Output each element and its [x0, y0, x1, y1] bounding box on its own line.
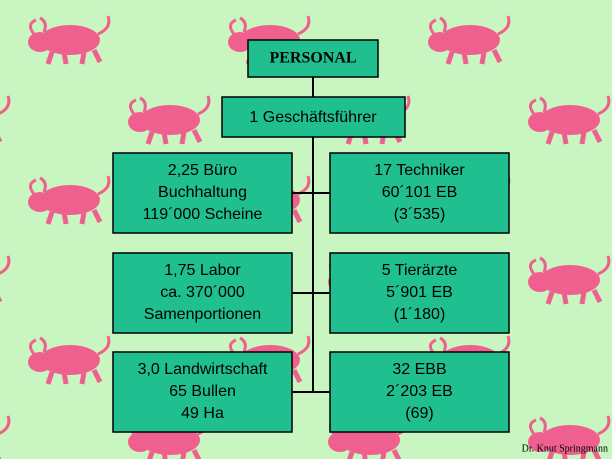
unit-line: (1´180): [394, 306, 446, 323]
unit-line: 3,0 Landwirtschaft: [138, 361, 268, 378]
unit-line: 5 Tierärzte: [382, 262, 458, 279]
unit-line: Buchhaltung: [158, 184, 247, 201]
title: PERSONAL: [269, 50, 356, 67]
connectors: [292, 77, 330, 393]
unit-line: 1,75 Labor: [164, 262, 241, 279]
unit-line: 49 Ha: [181, 405, 224, 422]
unit-line: Samenportionen: [144, 306, 261, 323]
unit-line: 119´000 Scheine: [143, 206, 263, 223]
head: 1 Geschäftsführer: [249, 109, 377, 126]
unit-box: [112, 351, 293, 433]
footer: Dr. Knut Springmann: [522, 443, 608, 454]
unit-box: [329, 351, 510, 433]
unit-line: 2´203 EB: [386, 383, 453, 400]
unit-box: [329, 252, 510, 334]
unit-line: (69): [405, 405, 433, 422]
unit-line: 32 EBB: [392, 361, 446, 378]
unit-line: (3´535): [394, 206, 446, 223]
unit-box: [112, 152, 293, 234]
unit-line: 60´101 EB: [382, 184, 458, 201]
unit-line: 65 Bullen: [169, 383, 236, 400]
unit-line: 5´901 EB: [386, 284, 453, 301]
head-box: [221, 96, 406, 138]
unit-line: ca. 370´000: [160, 284, 245, 301]
unit-box: [329, 152, 510, 234]
title-box: [247, 39, 379, 78]
unit-box: [112, 252, 293, 334]
unit-line: 2,25 Büro: [168, 162, 237, 179]
unit-line: 17 Techniker: [374, 162, 465, 179]
